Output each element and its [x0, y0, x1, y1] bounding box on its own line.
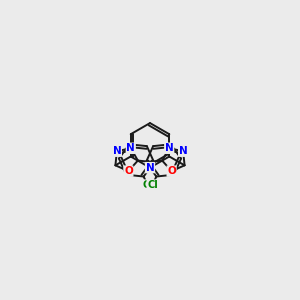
Text: O: O	[167, 166, 176, 176]
Text: N: N	[112, 146, 121, 156]
Text: N: N	[179, 146, 188, 156]
Text: Cl: Cl	[142, 180, 153, 190]
Text: N: N	[165, 143, 174, 153]
Text: N: N	[126, 143, 135, 153]
Text: N: N	[146, 163, 154, 172]
Text: O: O	[124, 166, 133, 176]
Text: Cl: Cl	[147, 180, 158, 190]
